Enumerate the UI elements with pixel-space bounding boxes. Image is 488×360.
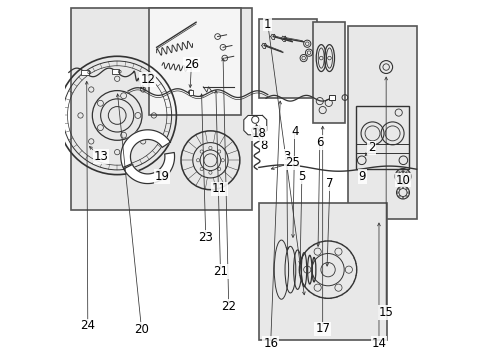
Text: 22: 22 [221, 300, 236, 313]
Text: 16: 16 [263, 337, 278, 350]
Text: 19: 19 [154, 170, 169, 183]
Bar [258, 19, 317, 98]
Text: 4: 4 [290, 125, 298, 138]
Text: 23: 23 [198, 231, 213, 244]
Polygon shape [244, 116, 266, 135]
Text: 7: 7 [325, 177, 333, 190]
Text: 8: 8 [260, 139, 267, 152]
Bar [188, 90, 192, 95]
Text: 26: 26 [183, 58, 199, 71]
Text: 11: 11 [211, 183, 226, 195]
Text: 3: 3 [283, 150, 290, 163]
Bar [81, 70, 88, 75]
Text: 17: 17 [315, 322, 329, 335]
Text: 9: 9 [358, 170, 365, 183]
Text: 1: 1 [264, 18, 271, 31]
Bar [112, 69, 119, 74]
Text: 2: 2 [367, 141, 375, 154]
Bar [70, 8, 251, 211]
Bar [328, 95, 335, 100]
Text: 18: 18 [251, 127, 266, 140]
Text: 10: 10 [395, 174, 409, 186]
Text: 14: 14 [371, 337, 386, 350]
Bar [312, 22, 344, 123]
Bar [149, 8, 241, 116]
Text: 5: 5 [298, 170, 305, 183]
Text: 13: 13 [93, 150, 108, 163]
Polygon shape [121, 130, 170, 167]
Text: 24: 24 [80, 319, 95, 332]
Text: 25: 25 [284, 156, 299, 169]
Polygon shape [123, 153, 174, 184]
Bar [258, 203, 386, 339]
Bar [355, 107, 408, 169]
Text: 12: 12 [140, 73, 155, 86]
Text: 15: 15 [378, 306, 393, 319]
Text: 21: 21 [213, 265, 227, 278]
Text: 20: 20 [134, 323, 149, 336]
Text: 6: 6 [315, 136, 323, 149]
Bar [348, 26, 416, 220]
